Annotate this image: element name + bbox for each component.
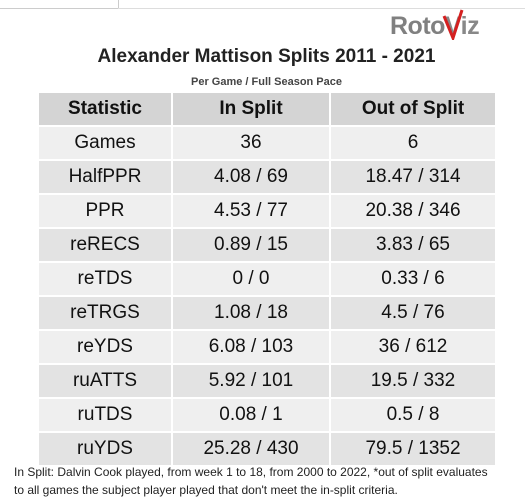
table-cell: 20.38 / 346	[329, 193, 497, 229]
table-cell: ruATTS	[37, 363, 173, 399]
title: Alexander Mattison Splits 2011 - 2021	[97, 46, 436, 67]
table-cell: 0.89 / 15	[171, 227, 331, 263]
table-cell: reYDS	[37, 329, 173, 365]
table-row: PPR 4.53 / 77 20.38 / 346	[37, 193, 497, 229]
logo: RotoViz	[390, 9, 480, 41]
table-cell: reTDS	[37, 261, 173, 297]
table-cell: 4.53 / 77	[171, 193, 331, 229]
table-cell: 36	[171, 125, 331, 161]
table-cell: 4.5 / 76	[329, 295, 497, 331]
table-cell: ruTDS	[37, 397, 173, 433]
header-row: Statistic In Split Out of Split	[37, 91, 497, 127]
table-cell: 19.5 / 332	[329, 363, 497, 399]
footnote: to all games the subject player played t…	[14, 483, 398, 497]
table-cell: reTRGS	[37, 295, 173, 331]
tab[interactable]	[0, 0, 119, 9]
table-cell: 0.5 / 8	[329, 397, 497, 433]
table-row: reYDS 6.08 / 103 36 / 612	[37, 329, 497, 365]
table-row: reRECS 0.89 / 15 3.83 / 65	[37, 227, 497, 263]
table-cell: 18.47 / 314	[329, 159, 497, 195]
table-cell: 1.08 / 18	[171, 295, 331, 331]
table-cell: 6	[329, 125, 497, 161]
table-cell: ruYDS	[37, 431, 173, 467]
table-cell: 36 / 612	[329, 329, 497, 365]
table-cell: reRECS	[37, 227, 173, 263]
table-row: Games 36 6	[37, 125, 497, 161]
table-cell: 6.08 / 103	[171, 329, 331, 365]
table-cell: 25.28 / 430	[171, 431, 331, 467]
header-cell: Out of Split	[329, 91, 497, 127]
table-cell: 0 / 0	[171, 261, 331, 297]
footnote: In Split: Dalvin Cook played, from week …	[14, 465, 488, 479]
table-row: ruYDS 25.28 / 430 79.5 / 1352	[37, 431, 497, 467]
header-cell: In Split	[171, 91, 331, 127]
table-cell: PPR	[37, 193, 173, 229]
table-cell: 3.83 / 65	[329, 227, 497, 263]
header-cell: Statistic	[37, 91, 173, 127]
table-row: ruTDS 0.08 / 1 0.5 / 8	[37, 397, 497, 433]
table-cell: 79.5 / 1352	[329, 431, 497, 467]
table-row: HalfPPR 4.08 / 69 18.47 / 314	[37, 159, 497, 195]
table-row: reTDS 0 / 0 0.33 / 6	[37, 261, 497, 297]
divider	[118, 8, 525, 9]
table-cell: 5.92 / 101	[171, 363, 331, 399]
subtitle: Per Game / Full Season Pace	[190, 76, 342, 88]
table-row: ruATTS 5.92 / 101 19.5 / 332	[37, 363, 497, 399]
table-cell: Games	[37, 125, 173, 161]
table-cell: HalfPPR	[37, 159, 173, 195]
table-row: reTRGS 1.08 / 18 4.5 / 76	[37, 295, 497, 331]
table-cell: 0.08 / 1	[171, 397, 331, 433]
table-cell: 0.33 / 6	[329, 261, 497, 297]
logo-text: Roto	[390, 12, 445, 40]
table-cell: 4.08 / 69	[171, 159, 331, 195]
splits-table: Statistic In Split Out of Split Games 36 6 Hal…	[37, 91, 497, 467]
logo-mark	[442, 9, 464, 40]
